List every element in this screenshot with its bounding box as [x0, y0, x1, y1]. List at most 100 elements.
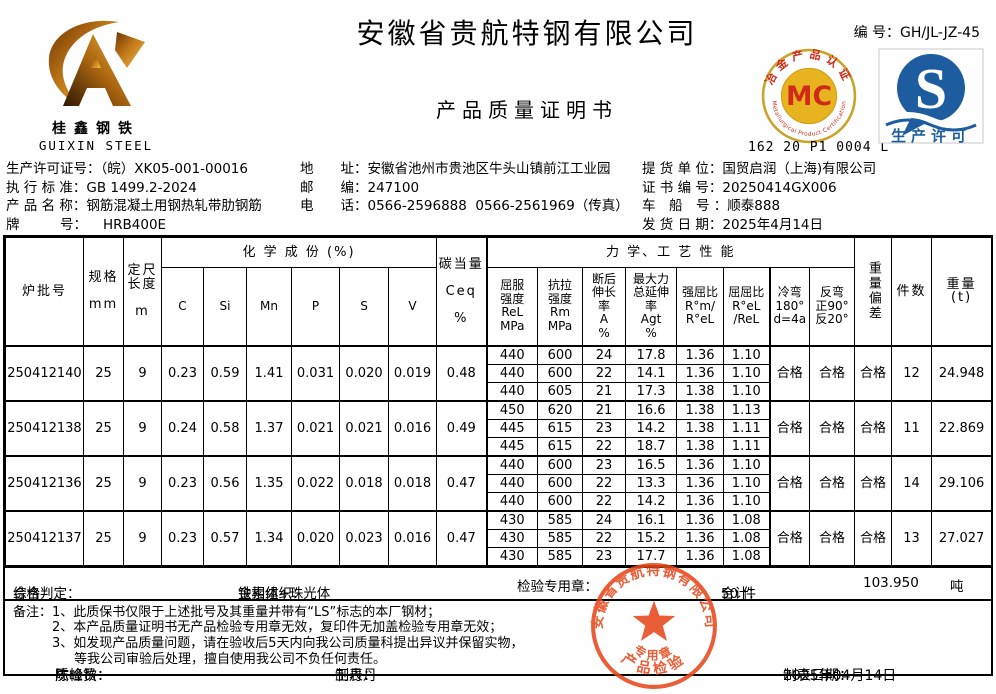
production-license-badge: S 生产许可 — [878, 48, 984, 148]
table-row: 250412136 25 9 0.23 0.56 1.35 0.022 0.01… — [5, 454, 993, 511]
qs-license-icon: S 生产许可 — [878, 48, 984, 145]
remarks-section: 备注： 1、此质保书仅限于上述批号及其重量并带有“LS”标志的本厂钢材； 2、本… — [5, 598, 991, 674]
cell-rel: 440 — [485, 363, 539, 383]
cell-a: 22 — [582, 363, 627, 383]
cell-rm-rel: 1.36 — [676, 509, 725, 530]
cell-rel: 445 — [485, 436, 539, 456]
cell-mn: 1.37 — [246, 399, 292, 456]
header-weight: 重量 (t) — [931, 237, 993, 346]
header-reverse-bend: 反弯 正90° 反20° — [809, 267, 856, 346]
brand-name-cn: 桂鑫钢铁 — [52, 121, 140, 137]
cell-rm: 620 — [537, 399, 584, 420]
cell-rm-rel: 1.36 — [676, 546, 725, 566]
cell-c: 0.23 — [161, 509, 204, 566]
cell-rm: 600 — [537, 344, 584, 365]
cell-rel: 440 — [485, 344, 539, 365]
cell-rel: 440 — [485, 454, 539, 475]
cell-s: 0.021 — [339, 399, 389, 456]
cell-rm-rel: 1.36 — [676, 528, 725, 548]
cell-rm-rel: 1.36 — [676, 491, 725, 511]
cell-a: 24 — [582, 344, 627, 365]
header-rel: 屈服 强度 ReL MPa — [485, 267, 539, 346]
consignee-value: 国贸启润（上海)有限公司 — [722, 161, 877, 177]
standard-label: 执 行 标 准： — [6, 179, 87, 196]
cell-rel-rel: 1.08 — [723, 509, 771, 530]
table-row: 430 585 22 15.2 1.36 1.08 — [6, 528, 992, 548]
cell-length: 9 — [123, 509, 162, 566]
cell-rel-rel: 1.10 — [723, 454, 771, 475]
cell-rel: 440 — [485, 473, 539, 493]
cell-a: 23 — [582, 454, 627, 475]
info-column-middle: 地 址：安徽省池州市贵池区牛头山镇前江工业园 邮 编：247100 电 话：05… — [300, 160, 629, 216]
cell-pieces: 12 — [891, 344, 933, 401]
cell-rel-rel: 1.10 — [723, 344, 771, 365]
cell-rel-rel: 1.11 — [723, 436, 771, 456]
cell-rm-rel: 1.36 — [676, 344, 725, 365]
table-row: 440 600 22 13.3 1.36 1.10 — [6, 473, 992, 493]
remark-line: 2、本产品质量证明书无产品检验专用章无效，复印件无加盖检验专用章无效； — [52, 620, 503, 636]
cell-rel-rel: 1.08 — [723, 546, 771, 566]
cell-a: 21 — [582, 381, 627, 401]
cell-p: 0.021 — [291, 399, 340, 456]
vehicle-value: 顺泰888 — [727, 198, 781, 215]
header-pieces: 件数 — [891, 237, 933, 346]
cell-rm: 585 — [537, 528, 584, 548]
cell-rel: 430 — [485, 509, 539, 530]
summary-band: 综合判定： 合格 金相组织： 铁素体+珠光体 检验专用章： 合计： 50 件 103… — [5, 565, 991, 602]
cell-rm-rel: 1.36 — [676, 363, 725, 383]
header-rm-rel-ratio: 强屈比 R°m/ R°eL — [676, 267, 725, 346]
cell-si: 0.56 — [203, 454, 247, 511]
stamp-line2-text: 专用章 — [631, 642, 673, 663]
cert-no-value: 20250414GX006 — [722, 179, 837, 196]
header-mn: Mn — [246, 267, 292, 346]
cell-rel: 440 — [485, 381, 539, 401]
header-cold-bend: 冷弯 180° d=4a — [768, 267, 811, 346]
cell-agt: 16.6 — [625, 399, 678, 420]
cell-rm: 600 — [537, 363, 584, 383]
cell-batch: 250412136 — [5, 454, 84, 511]
date-label: 制表日期： — [783, 668, 853, 684]
brand-name-en: GUIXIN STEEL — [38, 138, 154, 153]
quality-data-table: 炉批号 规格 mm 定尺 长度 m 化 学 成 份 (%) 碳当量 Ceq % … — [5, 237, 993, 566]
cell-rm-rel: 1.36 — [676, 473, 725, 493]
cell-s: 0.023 — [339, 509, 389, 566]
cell-rel-rel: 1.10 — [723, 381, 771, 401]
header-s: S — [339, 267, 389, 346]
header-agt: 最大力 总延伸 率 Agt % — [625, 267, 678, 346]
cell-ceq: 0.47 — [436, 454, 488, 511]
grade-line: 牌 号： HRB400E — [6, 216, 262, 235]
cell-pieces: 14 — [891, 454, 933, 511]
header-v: V — [387, 267, 438, 346]
inspector-label: 质检员： — [55, 668, 111, 684]
cell-agt: 17.8 — [625, 344, 678, 365]
cell-cold-bend: 合格 — [768, 509, 811, 566]
cell-agt: 14.2 — [625, 491, 678, 511]
table-row: 250412137 25 9 0.23 0.57 1.34 0.020 0.02… — [5, 509, 993, 566]
consignee-label: 提 货 单 位： — [642, 161, 723, 177]
cell-batch: 250412138 — [5, 399, 84, 456]
cell-v: 0.018 — [387, 454, 438, 511]
cell-pieces: 11 — [891, 399, 933, 456]
header-chemistry-group: 化 学 成 份 (%) — [160, 237, 438, 268]
document-serial-no: 编 号：GH/JL-JZ-45 — [853, 25, 980, 41]
cell-length: 9 — [123, 399, 162, 456]
cell-length: 9 — [123, 344, 162, 401]
cell-reverse-bend: 合格 — [809, 454, 856, 511]
header-p: P — [291, 267, 340, 346]
cell-agt: 15.2 — [625, 528, 678, 548]
mc-certification-icon: 冶金产品认证 Metallurgical Product Certificati… — [761, 47, 857, 144]
cell-si: 0.59 — [203, 344, 247, 401]
cell-a: 22 — [582, 528, 627, 548]
standard-line: 执 行 标 准：GB 1499.2-2024 — [6, 179, 262, 198]
cell-p: 0.020 — [291, 509, 340, 566]
cell-rm-rel: 1.38 — [676, 381, 725, 401]
svg-text:专用章: 专用章 — [631, 642, 676, 663]
cell-rm: 600 — [537, 473, 584, 493]
zip-line: 邮 编：247100 — [300, 179, 629, 198]
cell-weight: 27.027 — [931, 509, 993, 566]
cell-mn: 1.41 — [246, 344, 292, 401]
phone-label: 电 话： — [300, 198, 368, 215]
ship-date-value: 2025年4月14日 — [722, 216, 823, 233]
cell-rm: 585 — [537, 509, 584, 530]
